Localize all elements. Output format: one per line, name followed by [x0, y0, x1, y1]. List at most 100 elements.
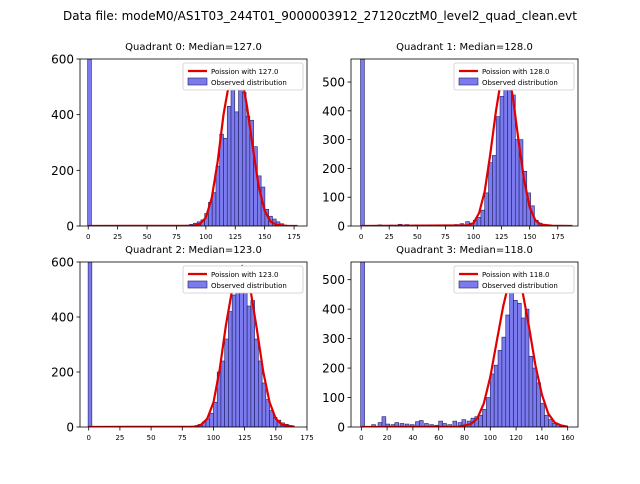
- x-tick-label: 120: [509, 434, 522, 442]
- y-tick-label: 300: [322, 332, 345, 346]
- histogram-bar: [505, 314, 510, 427]
- histogram-bar: [499, 96, 505, 226]
- histogram-bar: [238, 76, 243, 226]
- histogram-bar: [501, 336, 507, 427]
- histogram-bar: [482, 409, 487, 427]
- histogram-bar: [509, 276, 514, 427]
- histogram-bar: [223, 138, 228, 226]
- quadrant-1-title: Quadrant 1: Median=128.0: [396, 42, 533, 53]
- legend-poisson-label: Poission with 118.0: [482, 271, 550, 279]
- histogram-bar: [528, 355, 534, 427]
- y-tick-label: 400: [51, 311, 74, 325]
- legend-observed-label: Observed distribution: [211, 79, 287, 87]
- legend-observed-swatch: [187, 280, 208, 289]
- y-tick-label: 500: [322, 76, 345, 90]
- histogram-bar-zero: [360, 262, 365, 427]
- histogram-bar: [452, 420, 458, 427]
- y-tick-label: 200: [322, 362, 345, 376]
- histogram-bar: [478, 414, 483, 427]
- x-tick-label: 40: [408, 434, 417, 442]
- legend: Poission with 127.0 Observed distribution: [182, 62, 304, 91]
- x-tick-label: 0: [86, 434, 90, 442]
- histogram-bar: [250, 300, 255, 427]
- legend-poisson-label: Poission with 127.0: [211, 68, 279, 76]
- legend-observed-label: Observed distribution: [482, 79, 558, 87]
- x-tick-label: 100: [199, 233, 212, 241]
- x-tick-label: 160: [561, 434, 574, 442]
- histogram-bar-zero: [87, 262, 93, 427]
- quadrant-2-title: Quadrant 2: Median=123.0: [125, 245, 262, 256]
- histogram-bar: [492, 155, 497, 226]
- x-tick-label: 25: [113, 233, 122, 241]
- x-tick-label: 0: [359, 233, 363, 241]
- quadrant-3-title: Quadrant 3: Median=118.0: [396, 245, 533, 256]
- y-tick-label: 300: [322, 133, 345, 147]
- x-tick-label: 100: [207, 434, 220, 442]
- histogram-bar-zero: [360, 59, 365, 226]
- x-tick-label: 0: [86, 233, 90, 241]
- histogram-bar: [507, 75, 512, 226]
- histogram-bar: [381, 416, 387, 427]
- x-tick-label: 20: [383, 434, 392, 442]
- x-tick-label: 25: [385, 233, 394, 241]
- histogram-bar: [226, 106, 232, 226]
- histogram-bar: [532, 367, 538, 427]
- axes-frame: [79, 261, 308, 428]
- histogram-bar: [486, 397, 491, 427]
- histogram-bar: [254, 338, 259, 427]
- y-tick-label: 200: [322, 162, 345, 176]
- histogram-bar: [497, 350, 503, 427]
- histogram-bar: [242, 92, 247, 226]
- histogram-bar: [234, 111, 239, 226]
- x-tick-label: 0: [359, 434, 363, 442]
- histogram-bar: [513, 300, 518, 427]
- plot-area: [87, 262, 295, 427]
- histogram-bar: [544, 414, 549, 427]
- y-tick-label: 0: [337, 421, 345, 435]
- quadrant-3-chart: 0 20 40 60 80 100 120 140 160 0 100 200 300 400 500 Qua…: [322, 245, 579, 442]
- histogram-bar: [246, 305, 252, 427]
- histogram-bar: [230, 75, 236, 226]
- y-tick-label: 0: [66, 220, 74, 234]
- histogram-bar: [495, 116, 501, 226]
- legend: Poission with 128.0 Observed distribution: [453, 62, 575, 91]
- figure-title: Data file: modeM0/AS1T03_244T01_90000039…: [63, 9, 577, 23]
- legend-observed-label: Observed distribution: [482, 282, 558, 290]
- x-tick-label: 175: [300, 434, 313, 442]
- y-tick-label: 400: [322, 303, 345, 317]
- y-tick-label: 200: [51, 366, 74, 380]
- histogram-bar: [480, 209, 486, 226]
- histogram-bar: [517, 302, 522, 427]
- y-tick-label: 600: [51, 53, 74, 67]
- x-tick-label: 150: [269, 434, 282, 442]
- histogram-bar: [484, 192, 489, 226]
- histogram-bar: [461, 419, 467, 427]
- x-tick-label: 80: [460, 434, 469, 442]
- x-tick-label: 125: [229, 233, 242, 241]
- x-tick-label: 150: [523, 233, 536, 241]
- x-tick-label: 125: [238, 434, 251, 442]
- histogram-bar: [258, 360, 263, 427]
- y-tick-label: 0: [337, 220, 345, 234]
- histogram-bar: [228, 311, 233, 427]
- quadrant-0-chart: 0 25 50 75 100 125 150 175 0 200 400 600 Quadrant 0:…: [51, 42, 308, 241]
- x-tick-label: 175: [287, 233, 300, 241]
- x-tick-label: 50: [143, 233, 152, 241]
- histogram-bar: [220, 360, 225, 427]
- histogram-bar: [231, 294, 237, 427]
- legend: Poission with 123.0 Observed distribution: [182, 265, 304, 294]
- legend-observed-swatch: [458, 77, 479, 86]
- legend-poisson-label: Poission with 123.0: [211, 271, 279, 279]
- y-tick-label: 0: [66, 421, 74, 435]
- x-tick-label: 75: [441, 233, 450, 241]
- histogram-bar: [488, 162, 493, 226]
- histogram-bar: [503, 68, 508, 226]
- y-tick-label: 200: [51, 164, 74, 178]
- histogram-bar: [493, 364, 499, 427]
- histogram-bar: [476, 217, 482, 226]
- legend-frame: [182, 265, 304, 294]
- histogram-bar: [239, 289, 244, 427]
- histogram-bar: [548, 419, 553, 427]
- y-tick-label: 400: [51, 108, 74, 122]
